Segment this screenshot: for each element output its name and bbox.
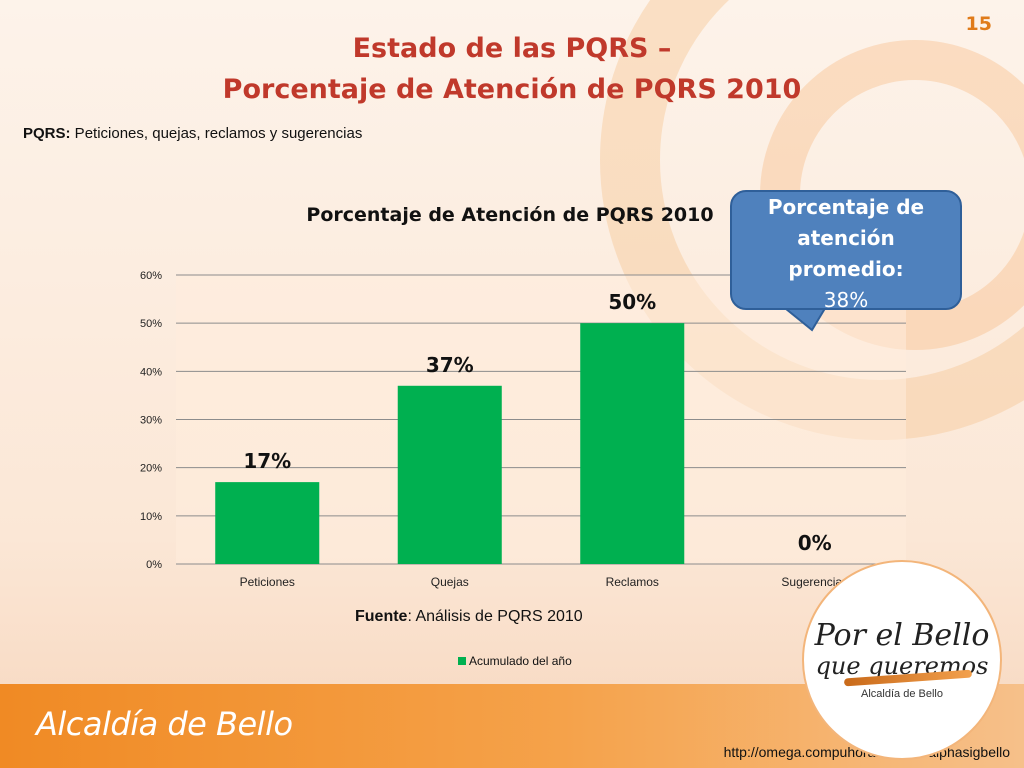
- logo-line3: Alcaldía de Bello: [861, 688, 943, 700]
- campaign-logo: Por el Bello que queremos Alcaldía de Be…: [802, 560, 1002, 760]
- legend-swatch: [458, 657, 466, 665]
- x-tick-label: Peticiones: [240, 575, 295, 589]
- callout-title-line3: promedio:: [788, 257, 904, 281]
- bar: [215, 482, 320, 564]
- y-tick-label: 10%: [140, 511, 162, 523]
- brand-name: Alcaldía de Bello: [36, 705, 293, 743]
- data-label: 17%: [243, 449, 291, 473]
- x-tick-label: Quejas: [431, 575, 469, 589]
- x-tick-label: Reclamos: [606, 575, 659, 589]
- y-tick-label: 0%: [146, 559, 162, 571]
- y-tick-label: 30%: [140, 415, 162, 427]
- definition-text: Peticiones, quejas, reclamos y sugerenci…: [70, 125, 363, 142]
- page-number: 15: [965, 13, 992, 35]
- y-tick-label: 60%: [140, 270, 162, 282]
- data-label: 0%: [798, 531, 832, 555]
- chart-legend: Acumulado del año: [458, 654, 572, 668]
- callout-value: 38%: [823, 288, 869, 312]
- pqrs-definition: PQRS: Peticiones, quejas, reclamos y sug…: [23, 125, 362, 142]
- y-tick-label: 20%: [140, 463, 162, 475]
- y-tick-label: 50%: [140, 318, 162, 330]
- source-note: Fuente: Análisis de PQRS 2010: [355, 608, 583, 626]
- source-label: Fuente: [355, 608, 408, 625]
- bar: [580, 323, 685, 564]
- callout-title-line2: atención: [797, 226, 895, 250]
- definition-term: PQRS:: [23, 125, 71, 142]
- data-label: 37%: [426, 353, 474, 377]
- bar: [397, 385, 502, 564]
- average-callout: Porcentaje de atención promedio: 38%: [730, 190, 962, 312]
- y-tick-label: 40%: [140, 366, 162, 378]
- source-text: : Análisis de PQRS 2010: [407, 608, 583, 625]
- x-tick-label: Sugerencias: [781, 575, 848, 589]
- callout-title-line1: Porcentaje de: [767, 195, 925, 219]
- logo-line1: Por el Bello: [814, 618, 990, 653]
- data-label: 50%: [608, 290, 656, 314]
- slide-title-line1: Estado de las PQRS –: [352, 33, 672, 64]
- legend-label: Acumulado del año: [469, 654, 572, 668]
- chart-title: Porcentaje de Atención de PQRS 2010: [306, 204, 714, 226]
- slide-title-line2: Porcentaje de Atención de PQRS 2010: [222, 74, 802, 105]
